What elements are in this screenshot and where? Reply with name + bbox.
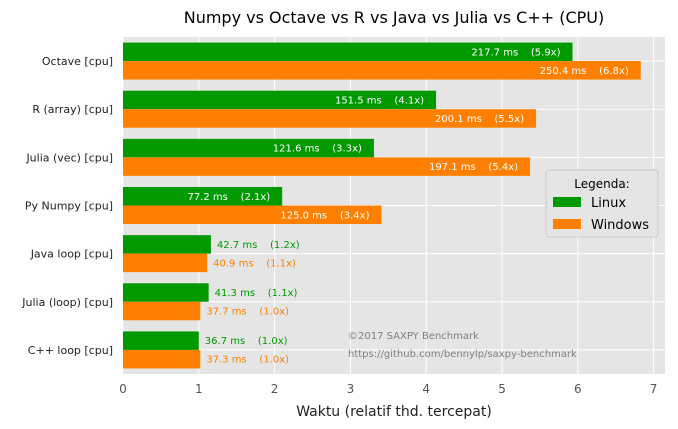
watermark-copyright: ©2017 SAXPY Benchmark	[348, 331, 479, 342]
bar-label-windows-c-loop-cpu: 37.3 ms (1.0x)	[206, 355, 289, 366]
y-tick-label: Octave [cpu]	[42, 55, 113, 68]
labels-layer: 217.7 ms (5.9x) 250.4 ms (6.8x) 151.5 ms (…	[187, 47, 628, 365]
x-tick-label: 7	[650, 382, 658, 396]
legend-swatch-linux	[553, 197, 581, 207]
legend-title: Legenda:	[574, 177, 629, 191]
bar-windows-julia-loop-cpu	[123, 301, 201, 321]
bar-label-linux-julia-loop-cpu: 41.3 ms (1.1x)	[215, 288, 298, 299]
bars-layer	[123, 42, 641, 369]
bar-label-windows-julia-loop-cpu: 37.7 ms (1.0x)	[206, 307, 289, 318]
x-tick-label: 1	[195, 382, 203, 396]
y-tick-label: Julia (vec) [cpu]	[25, 151, 113, 164]
bar-label-windows-py-numpy-cpu: 125.0 ms (3.4x)	[280, 210, 369, 221]
y-tick-label: Java loop [cpu]	[30, 248, 113, 261]
bar-label-windows-java-loop-cpu: 40.9 ms (1.1x)	[213, 258, 296, 269]
x-tick-label: 4	[422, 382, 430, 396]
bar-label-windows-octave-cpu: 250.4 ms (6.8x)	[540, 66, 629, 77]
bar-linux-c-loop-cpu	[123, 331, 199, 350]
bar-linux-julia-loop-cpu	[123, 283, 209, 302]
watermark-url: https://github.com/bennylp/saxpy-benchma…	[348, 349, 577, 360]
bar-linux-r-array-cpu	[123, 90, 437, 110]
bar-windows-py-numpy-cpu	[123, 205, 382, 224]
bar-label-windows-julia-vec-cpu: 197.1 ms (5.4x)	[429, 162, 518, 173]
y-tick-label: R (array) [cpu]	[32, 103, 113, 116]
chart-title: Numpy vs Octave vs R vs Java vs Julia vs…	[184, 8, 605, 27]
legend-label-linux: Linux	[591, 196, 626, 211]
bar-label-windows-r-array-cpu: 200.1 ms (5.5x)	[435, 114, 524, 125]
bar-windows-octave-cpu	[123, 61, 641, 80]
bar-label-linux-julia-vec-cpu: 121.6 ms (3.3x)	[273, 144, 362, 155]
legend: Legenda: Linux Windows	[545, 169, 659, 238]
x-tick-label: 3	[347, 382, 355, 396]
bar-label-linux-r-array-cpu: 151.5 ms (4.1x)	[335, 95, 424, 106]
bar-windows-r-array-cpu	[123, 109, 537, 128]
x-tick-label: 2	[271, 382, 279, 396]
legend-label-windows: Windows	[591, 218, 649, 233]
bar-windows-julia-vec-cpu	[123, 157, 531, 176]
bar-label-linux-py-numpy-cpu: 77.2 ms (2.1x)	[187, 192, 270, 203]
x-tick-label: 6	[574, 382, 582, 396]
x-tick-label: 5	[498, 382, 506, 396]
x-axis-label: Waktu (relatif thd. tercepat)	[296, 404, 492, 420]
bar-linux-julia-vec-cpu	[123, 138, 374, 158]
y-tick-label: C++ loop [cpu]	[28, 344, 113, 357]
bar-label-linux-octave-cpu: 217.7 ms (5.9x)	[471, 47, 560, 58]
y-tick-label: Py Numpy [cpu]	[25, 200, 113, 213]
y-tick-label: Julia (loop) [cpu]	[21, 296, 113, 309]
bar-linux-octave-cpu	[123, 42, 573, 62]
y-axis: Octave [cpu] R (array) [cpu] Julia (vec) […	[21, 55, 113, 357]
legend-swatch-windows	[553, 219, 581, 229]
bar-windows-c-loop-cpu	[123, 349, 201, 369]
bar-windows-java-loop-cpu	[123, 253, 208, 273]
bar-linux-py-numpy-cpu	[123, 187, 283, 206]
bar-linux-java-loop-cpu	[123, 235, 211, 254]
bar-label-linux-c-loop-cpu: 36.7 ms (1.0x)	[205, 336, 288, 347]
x-tick-label: 0	[119, 382, 127, 396]
x-axis: 0 1 2 3 4 5 6 7	[119, 382, 657, 396]
bar-label-linux-java-loop-cpu: 42.7 ms (1.2x)	[217, 240, 300, 251]
